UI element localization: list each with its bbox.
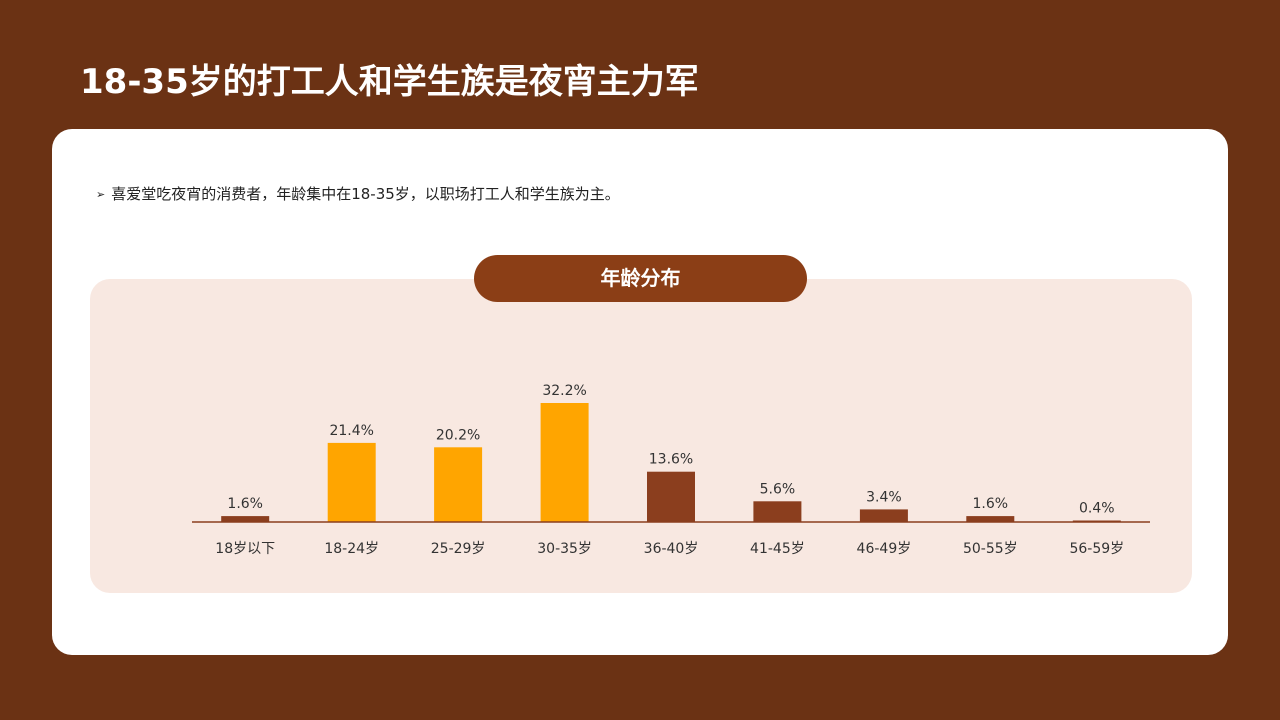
summary-text: 喜爱堂吃夜宵的消费者，年龄集中在18-35岁，以职场打工人和学生族为主。: [111, 185, 620, 203]
x-tick-label-5: 41-45岁: [750, 541, 805, 557]
data-label-7: 1.6%: [973, 496, 1009, 512]
data-label-5: 5.6%: [760, 481, 796, 497]
data-label-8: 0.4%: [1079, 501, 1115, 517]
data-label-1: 21.4%: [329, 423, 373, 439]
data-label-3: 32.2%: [542, 383, 586, 399]
x-tick-label-4: 36-40岁: [644, 541, 699, 557]
x-tick-label-6: 46-49岁: [857, 541, 912, 557]
chart-title: 年龄分布: [474, 255, 807, 302]
summary-bullet: ➢ 喜爱堂吃夜宵的消费者，年龄集中在18-35岁，以职场打工人和学生族为主。: [96, 183, 620, 206]
bar-2: [434, 447, 483, 522]
chart-panel: [90, 279, 1192, 593]
x-tick-label-0: 18岁以下: [215, 541, 275, 557]
chart-marks: 1.6% 18岁以下 21.4% 18-24岁 20.2% 25-29岁 32.2% 30-3…: [192, 383, 1150, 557]
page-title: 18-35岁的打工人和学生族是夜宵主力军: [80, 62, 699, 102]
x-tick-label-1: 18-24岁: [324, 541, 379, 557]
bar-5: [753, 501, 802, 522]
data-label-0: 1.6%: [227, 496, 263, 512]
data-label-4: 13.6%: [649, 452, 693, 468]
x-tick-label-7: 50-55岁: [963, 541, 1018, 557]
arrow-bullet-icon: ➢: [96, 188, 106, 201]
bar-7: [966, 516, 1015, 522]
data-label-6: 3.4%: [866, 489, 902, 505]
bar-1: [327, 442, 376, 522]
x-tick-label-2: 25-29岁: [431, 541, 486, 557]
bar-6: [859, 509, 908, 522]
bar-4: [647, 471, 695, 522]
data-label-2: 20.2%: [436, 427, 480, 443]
x-tick-label-8: 56-59岁: [1069, 541, 1124, 557]
bar-3: [540, 403, 589, 522]
content-card: ➢ 喜爱堂吃夜宵的消费者，年龄集中在18-35岁，以职场打工人和学生族为主。 年龄…: [52, 129, 1228, 655]
bar-0: [221, 516, 270, 522]
x-tick-label-3: 30-35岁: [537, 541, 592, 557]
